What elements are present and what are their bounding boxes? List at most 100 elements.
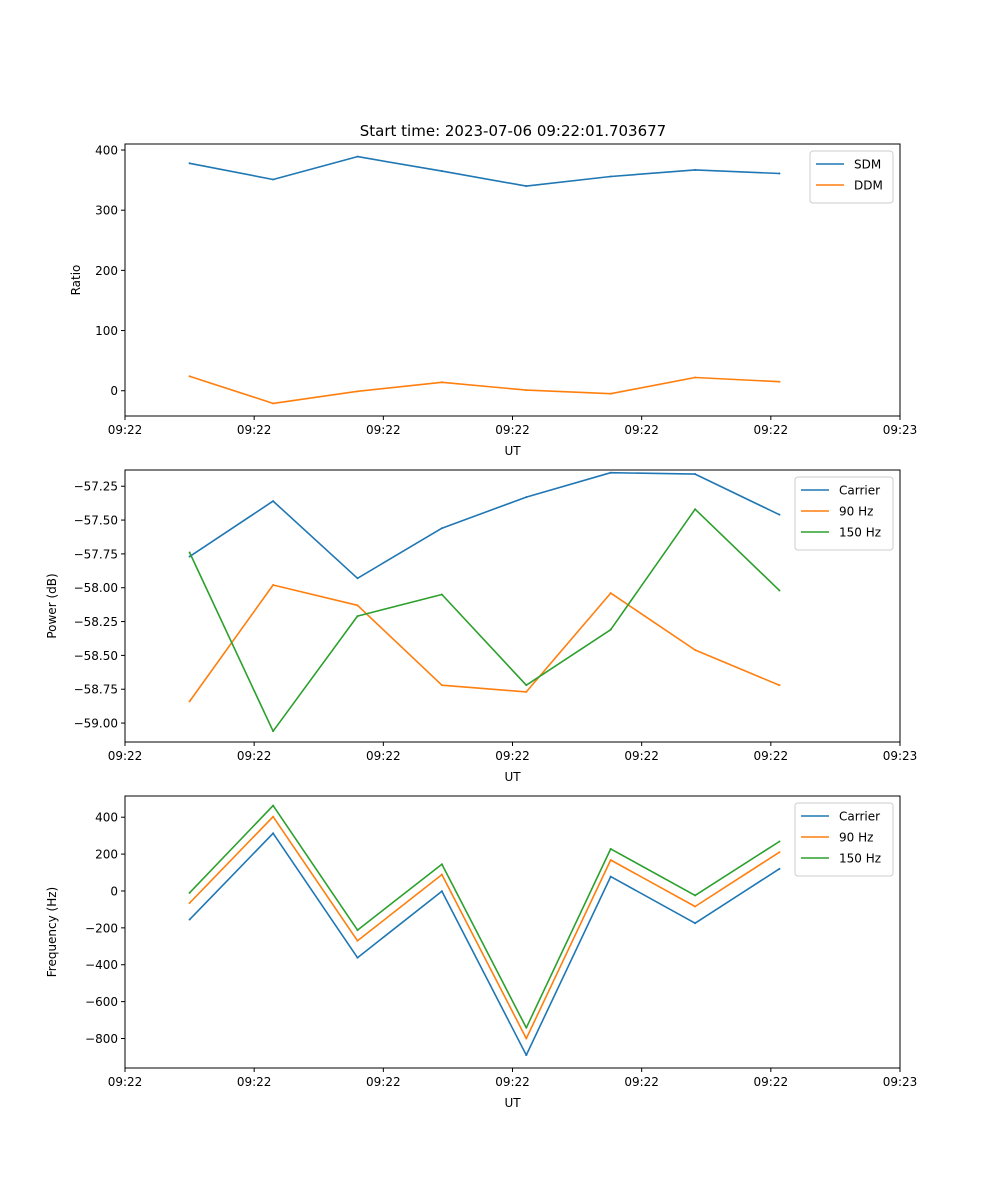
frequency-y-tick-label: −600: [85, 995, 118, 1009]
power-series-150-hz-point: [778, 589, 781, 592]
frequency-legend-label-150-hz: 150 Hz: [839, 852, 881, 866]
power-x-tick-label: 09:22: [754, 749, 789, 763]
frequency-series-90-hz-point: [272, 815, 275, 818]
power-series-150-hz-point: [694, 508, 697, 511]
power-series-90-hz-point: [778, 684, 781, 687]
frequency-series-90-hz-line: [189, 815, 780, 1040]
power-series-150-hz-point: [440, 593, 443, 596]
frequency-y-tick-label: 400: [95, 811, 118, 825]
frequency-legend-label-90-hz: 90 Hz: [839, 831, 873, 845]
power-series-150-hz-line: [188, 508, 780, 733]
ratio-x-tick-label: 09:23: [883, 423, 918, 437]
frequency-x-tick-label: 09:22: [237, 1075, 272, 1089]
frequency-series-150-hz-point: [272, 804, 275, 807]
power-series-90-hz-point: [694, 648, 697, 651]
power-series-150-hz-point: [272, 730, 275, 733]
power-panel: 09:22 09:22 09:22 09:22 09:22 09:22 09:23 −59.0…: [45, 469, 918, 784]
power-y-tick-label: −58.50: [74, 649, 118, 663]
ratio-series-ddm-point: [272, 402, 275, 405]
frequency-series-carrier-line: [189, 832, 780, 1056]
power-series-carrier-point: [525, 496, 528, 499]
power-x-tick-label: 09:22: [366, 749, 401, 763]
ratio-series-ddm-point: [525, 389, 528, 392]
power-series-carrier-point: [188, 555, 191, 558]
ratio-legend-label-sdm: SDM: [854, 158, 881, 172]
ratio-panel: 09:22 09:22 09:22 09:22 09:22 09:22 09:23 0 100 2…: [69, 143, 918, 458]
frequency-series-150-hz-line: [189, 804, 780, 1029]
power-series-carrier-point: [694, 473, 697, 476]
ratio-x-tick-label: 09:22: [495, 423, 530, 437]
figure-title: Start time: 2023-07-06 09:22:01.703677: [360, 122, 666, 140]
power-x-tick-label: 09:22: [624, 749, 659, 763]
power-series-carrier-point: [609, 471, 612, 474]
power-legend-label-90-hz: 90 Hz: [839, 505, 873, 519]
ratio-series-sdm-point: [694, 168, 697, 171]
power-series-150-hz-point: [525, 684, 528, 687]
ratio-series-sdm-point: [440, 170, 443, 173]
power-y-tick-label: −57.25: [74, 480, 118, 494]
frequency-y-tick-label: 0: [110, 884, 118, 898]
frequency-series-carrier-point: [272, 832, 275, 835]
frequency-panel: 09:22 09:22 09:22 09:22 09:22 09:22 09:23 −800 −…: [45, 795, 917, 1110]
power-legend: Carrier 90 Hz 150 Hz: [794, 476, 894, 551]
frequency-x-tick-label: 09:22: [108, 1075, 143, 1089]
ratio-series-ddm-point: [188, 375, 191, 378]
frequency-series-90-hz-point: [356, 939, 359, 942]
frequency-y-tick-label: −400: [85, 958, 118, 972]
power-x-tick-label: 09:22: [237, 749, 272, 763]
ratio-series-sdm-point: [778, 172, 781, 175]
power-x-axis-label: UT: [504, 770, 521, 784]
frequency-series-150-hz-point: [356, 929, 359, 932]
ratio-series-ddm-line: [189, 375, 780, 405]
ratio-x-tick-label: 09:22: [237, 423, 272, 437]
ratio-y-tick-label: 400: [95, 144, 118, 158]
frequency-series-carrier-point: [694, 922, 697, 925]
frequency-series-150-hz-point: [694, 894, 697, 897]
frequency-series-carrier-point: [609, 875, 612, 878]
frequency-series-90-hz-point: [694, 905, 697, 908]
frequency-series-150-hz-point: [525, 1026, 528, 1029]
ratio-series-sdm-point: [525, 185, 528, 188]
ratio-x-tick-label: 09:22: [624, 423, 659, 437]
ratio-x-axis-label: UT: [504, 444, 521, 458]
ratio-y-tick-label: 200: [95, 264, 118, 278]
ratio-series-ddm-point: [694, 376, 697, 379]
power-series-carrier-point: [778, 513, 781, 516]
frequency-y-tick-label: −200: [85, 921, 118, 935]
frequency-series-90-hz-point: [778, 851, 781, 854]
frequency-series-90-hz-point: [188, 901, 191, 904]
frequency-x-tick-label: 09:22: [366, 1075, 401, 1089]
frequency-y-tick-label: −800: [85, 1032, 118, 1046]
frequency-series-150-hz-point: [778, 840, 781, 843]
frequency-legend-label-carrier: Carrier: [839, 810, 880, 824]
power-x-tick-label: 09:23: [883, 749, 918, 763]
ratio-x-tick-label: 09:22: [366, 423, 401, 437]
ratio-series-sdm-line: [189, 155, 780, 187]
ratio-x-tick-label: 09:22: [754, 423, 789, 437]
frequency-x-tick-label: 09:22: [624, 1075, 659, 1089]
ratio-series-ddm-point: [609, 392, 612, 395]
frequency-y-axis-label: Frequency (Hz): [45, 887, 59, 978]
power-series-carrier-point: [272, 500, 275, 503]
power-legend-label-carrier: Carrier: [839, 484, 880, 498]
power-series-carrier-line: [189, 471, 780, 580]
power-x-tick-label: 09:22: [495, 749, 530, 763]
ratio-x-tick-label: 09:22: [108, 423, 143, 437]
power-y-tick-label: −58.25: [74, 615, 118, 629]
frequency-x-tick-label: 09:22: [495, 1075, 530, 1089]
power-legend-label-150-hz: 150 Hz: [839, 526, 881, 540]
power-series-90-hz-point: [356, 604, 359, 607]
frequency-series-90-hz-point: [440, 873, 443, 876]
frequency-x-axis-label: UT: [504, 1096, 521, 1110]
frequency-series-150-hz-point: [440, 863, 443, 866]
frequency-series-carrier-point: [525, 1054, 528, 1057]
power-series-90-hz-line: [188, 584, 780, 702]
ratio-series-sdm-point: [356, 155, 359, 158]
ratio-series-ddm-point: [356, 390, 359, 393]
ratio-y-axis-label: Ratio: [69, 265, 83, 296]
power-series-150-hz-point: [356, 615, 359, 618]
power-series-150-hz-point: [188, 551, 191, 554]
frequency-series-carrier-point: [188, 918, 191, 921]
ratio-y-tick-label: 100: [95, 324, 118, 338]
